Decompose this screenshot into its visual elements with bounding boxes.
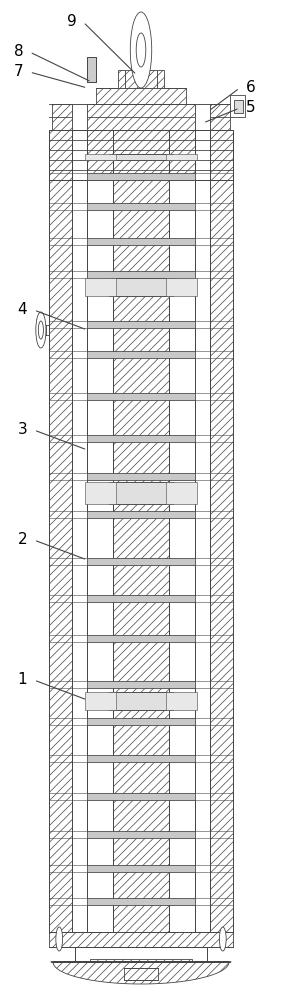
Circle shape bbox=[130, 12, 152, 88]
Circle shape bbox=[219, 927, 226, 951]
Bar bbox=[109, 278, 173, 296]
Circle shape bbox=[136, 33, 146, 67]
Bar bbox=[166, 692, 197, 710]
Text: 3: 3 bbox=[18, 422, 27, 437]
Bar bbox=[87, 681, 195, 688]
Bar bbox=[210, 130, 233, 180]
Text: 8: 8 bbox=[14, 44, 23, 60]
Bar bbox=[87, 57, 96, 82]
Bar bbox=[166, 154, 197, 160]
Bar bbox=[210, 130, 233, 932]
Text: 5: 5 bbox=[246, 101, 256, 115]
Bar bbox=[87, 321, 195, 328]
Bar bbox=[169, 130, 195, 932]
Text: 4: 4 bbox=[18, 302, 27, 318]
Bar bbox=[125, 70, 157, 88]
Bar bbox=[49, 130, 72, 932]
Bar bbox=[210, 104, 230, 130]
Bar bbox=[195, 130, 210, 180]
Bar bbox=[109, 482, 173, 504]
Bar bbox=[87, 511, 195, 518]
Bar bbox=[72, 130, 87, 180]
Bar bbox=[87, 104, 195, 130]
Bar bbox=[75, 947, 207, 962]
Bar bbox=[87, 635, 195, 642]
Bar bbox=[87, 793, 195, 800]
Text: 9: 9 bbox=[67, 14, 77, 29]
Bar bbox=[166, 482, 197, 504]
Bar bbox=[96, 88, 186, 104]
Bar bbox=[109, 692, 173, 710]
Bar bbox=[118, 70, 125, 88]
Bar bbox=[230, 95, 245, 117]
Text: 6: 6 bbox=[246, 81, 256, 96]
Bar bbox=[87, 898, 195, 905]
Text: 7: 7 bbox=[14, 64, 23, 80]
Bar bbox=[87, 173, 195, 180]
Bar bbox=[87, 393, 195, 400]
Circle shape bbox=[36, 312, 46, 348]
Circle shape bbox=[56, 927, 63, 951]
Bar bbox=[87, 130, 195, 180]
Bar bbox=[87, 57, 96, 82]
Bar bbox=[87, 755, 195, 762]
Bar bbox=[49, 932, 233, 947]
Bar bbox=[87, 865, 195, 872]
Bar bbox=[195, 130, 210, 932]
Bar bbox=[195, 104, 210, 130]
Text: 2: 2 bbox=[18, 532, 27, 548]
Bar bbox=[113, 130, 169, 932]
Bar bbox=[87, 831, 195, 838]
Bar bbox=[49, 130, 72, 180]
Circle shape bbox=[38, 321, 43, 339]
Bar bbox=[90, 959, 192, 972]
Bar bbox=[87, 238, 195, 245]
Bar bbox=[234, 100, 243, 113]
Bar bbox=[124, 968, 158, 980]
Bar bbox=[87, 473, 195, 480]
Bar bbox=[87, 718, 195, 725]
Bar bbox=[157, 70, 164, 88]
Bar bbox=[72, 104, 87, 130]
Bar bbox=[166, 278, 197, 296]
Bar bbox=[52, 104, 72, 130]
Bar bbox=[87, 595, 195, 602]
Bar bbox=[85, 482, 116, 504]
Bar bbox=[109, 154, 173, 160]
Bar bbox=[87, 271, 195, 278]
Bar bbox=[87, 130, 113, 932]
Bar bbox=[85, 692, 116, 710]
Bar bbox=[72, 130, 87, 932]
Bar bbox=[87, 435, 195, 442]
Bar bbox=[87, 351, 195, 358]
Bar bbox=[87, 558, 195, 565]
Text: 1: 1 bbox=[18, 673, 27, 688]
Polygon shape bbox=[51, 962, 231, 984]
Bar bbox=[85, 278, 116, 296]
Bar bbox=[85, 154, 116, 160]
Bar bbox=[75, 947, 207, 962]
Bar bbox=[87, 203, 195, 210]
